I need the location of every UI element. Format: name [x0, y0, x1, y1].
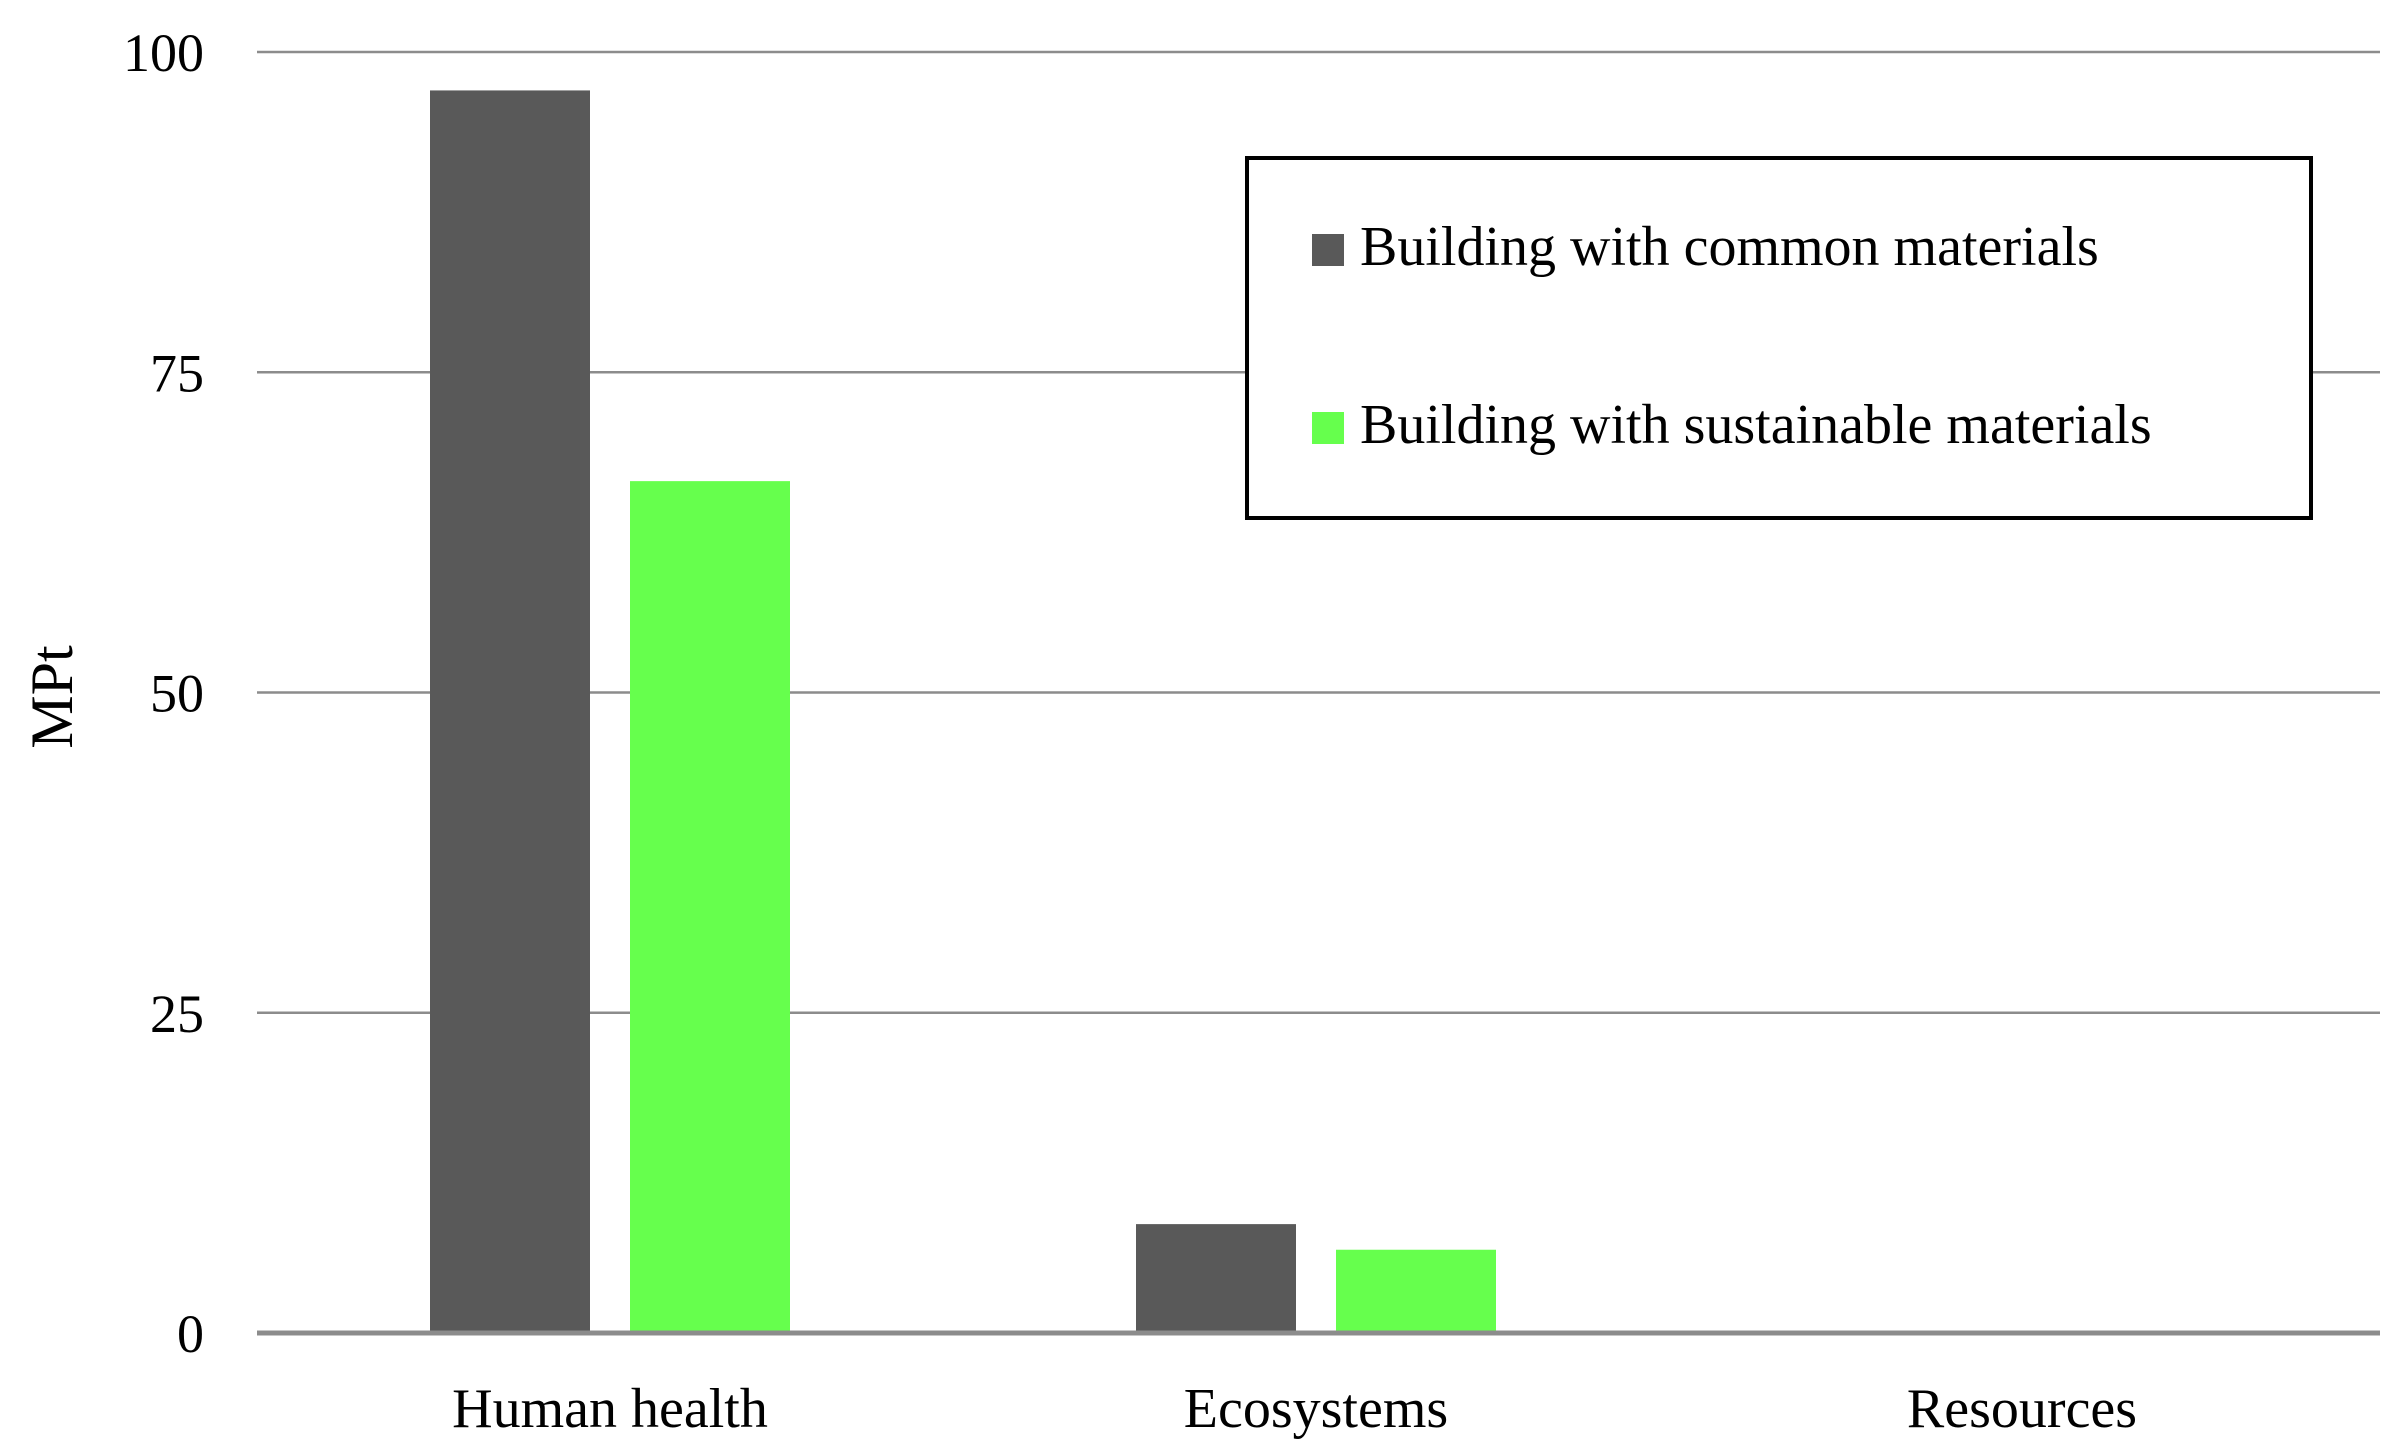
category-label: Ecosystems [1184, 1378, 1448, 1440]
y-axis-title: MPt [19, 645, 85, 749]
category-label: Human health [452, 1378, 768, 1440]
bar-sustainable-1 [1336, 1249, 1496, 1333]
y-tick-label: 50 [150, 664, 204, 724]
legend-swatch-common [1312, 234, 1344, 266]
category-labels: Human health Ecosystems Resources [452, 1378, 2137, 1440]
category-label: Resources [1907, 1378, 2137, 1440]
y-tick-label: 100 [123, 23, 204, 83]
legend-label-sustainable: Building with sustainable materials [1360, 394, 2152, 456]
y-tick-label: 25 [150, 984, 204, 1044]
bar-common-0 [430, 90, 590, 1333]
legend-box [1245, 156, 2313, 520]
y-tick-label: 0 [177, 1304, 204, 1364]
y-tick-labels: 0 25 50 75 100 [123, 23, 204, 1364]
legend: Building with common materials Building … [1245, 156, 2313, 520]
y-tick-label: 75 [150, 343, 204, 403]
legend-swatch-sustainable [1312, 412, 1344, 444]
bar-common-1 [1136, 1224, 1296, 1333]
legend-label-common: Building with common materials [1360, 216, 2099, 278]
bars [430, 90, 1496, 1333]
bar-sustainable-0 [630, 481, 790, 1333]
